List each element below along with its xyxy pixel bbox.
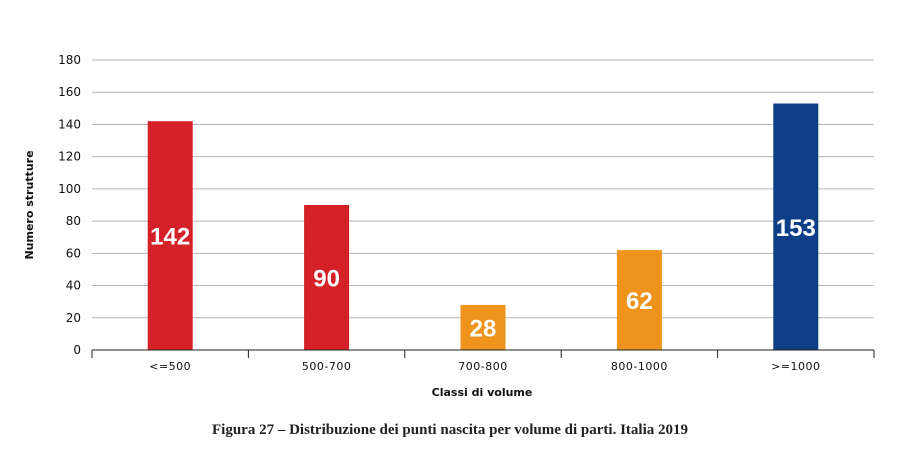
bar-chart: 0 20 40 60 80 100 120 140 160 180 142 90 28 62 153 <=… — [23, 53, 875, 399]
bar — [616, 250, 662, 350]
bar-value-label: 62 — [626, 288, 653, 315]
x-axis: <=500 500-700 700-800 800-1000 >=1000 — [91, 349, 875, 373]
x-tick-label: 800-1000 — [611, 360, 668, 373]
y-tick-label: 120 — [58, 150, 81, 164]
y-tick-label: 80 — [66, 214, 81, 228]
bar-value-label: 90 — [313, 266, 340, 293]
bar-value-label: 28 — [470, 315, 497, 342]
x-tick-label: >=1000 — [771, 360, 820, 373]
y-tick-label: 100 — [58, 182, 81, 196]
bar — [773, 103, 819, 350]
x-tick-label: 700-800 — [458, 360, 507, 373]
y-axis-ticks: 0 20 40 60 80 100 120 140 160 180 — [58, 53, 81, 357]
bar-value-label: 153 — [776, 215, 816, 242]
bars — [147, 103, 819, 350]
y-tick-label: 20 — [66, 311, 81, 325]
bar — [304, 205, 350, 350]
x-tick-label: <=500 — [149, 360, 191, 373]
y-tick-label: 0 — [73, 343, 81, 357]
y-tick-label: 40 — [66, 279, 81, 293]
y-tick-label: 160 — [58, 85, 81, 99]
y-tick-label: 60 — [66, 246, 81, 260]
data-labels: 142 90 28 62 153 — [150, 215, 816, 343]
y-tick-label: 180 — [58, 53, 81, 67]
bar-value-label: 142 — [150, 224, 190, 251]
bar — [460, 304, 506, 350]
x-tick-label: 500-700 — [302, 360, 351, 373]
y-tick-label: 140 — [58, 117, 81, 131]
figure-caption: Figura 27 – Distribuzione dei punti nasc… — [212, 422, 688, 438]
bar — [147, 121, 193, 350]
y-axis-title: Numero strutture — [23, 150, 36, 259]
gridlines — [92, 59, 874, 319]
x-axis-title: Classi di volume — [432, 386, 533, 399]
